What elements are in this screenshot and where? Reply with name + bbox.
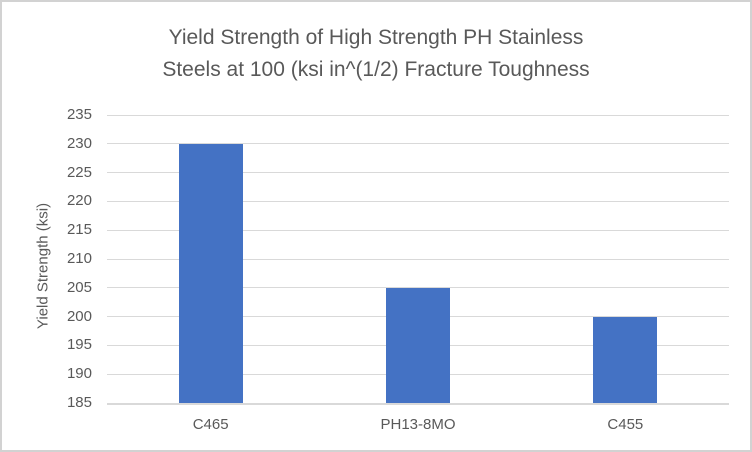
gridline-210 [107,258,729,260]
y-tick-label-235: 235 [66,106,92,123]
y-tick-label-195: 195 [66,336,92,354]
y-tick-label-205: 205 [66,278,92,296]
y-tick-label-200: 200 [66,307,92,325]
y-tick-label-210: 210 [66,250,92,267]
x-tick-label-C455: C455 [607,416,644,433]
chart-title-line-2: Steels at 100 (ksi in^(1/2) Fracture Tou… [162,58,590,81]
y-tick-label-220: 220 [66,192,92,210]
y-tick-label-185: 185 [66,394,92,411]
y-tick-label-190: 190 [66,365,92,383]
y-tick-label-215: 215 [66,221,92,239]
y-tick-label-225: 225 [66,163,92,181]
x-tick-label-C465: C465 [192,416,229,433]
gridline-225 [107,172,729,174]
gridline-220 [107,200,729,202]
chart-title-line-1: Yield Strength of High Strength PH Stain… [168,26,584,49]
gridline-215 [107,229,729,231]
gridline-235 [107,114,729,116]
bar-C455 [593,316,658,403]
y-tick-label-230: 230 [66,134,92,152]
x-tick-label-PH13-8MO: PH13-8MO [380,416,456,433]
bar-PH13-8MO [386,287,450,403]
chart-title: Yield Strength of High Strength PH Stain… [2,22,750,86]
bar-C465 [178,143,243,403]
x-axis-line [107,403,729,405]
gridline-230 [107,143,729,145]
